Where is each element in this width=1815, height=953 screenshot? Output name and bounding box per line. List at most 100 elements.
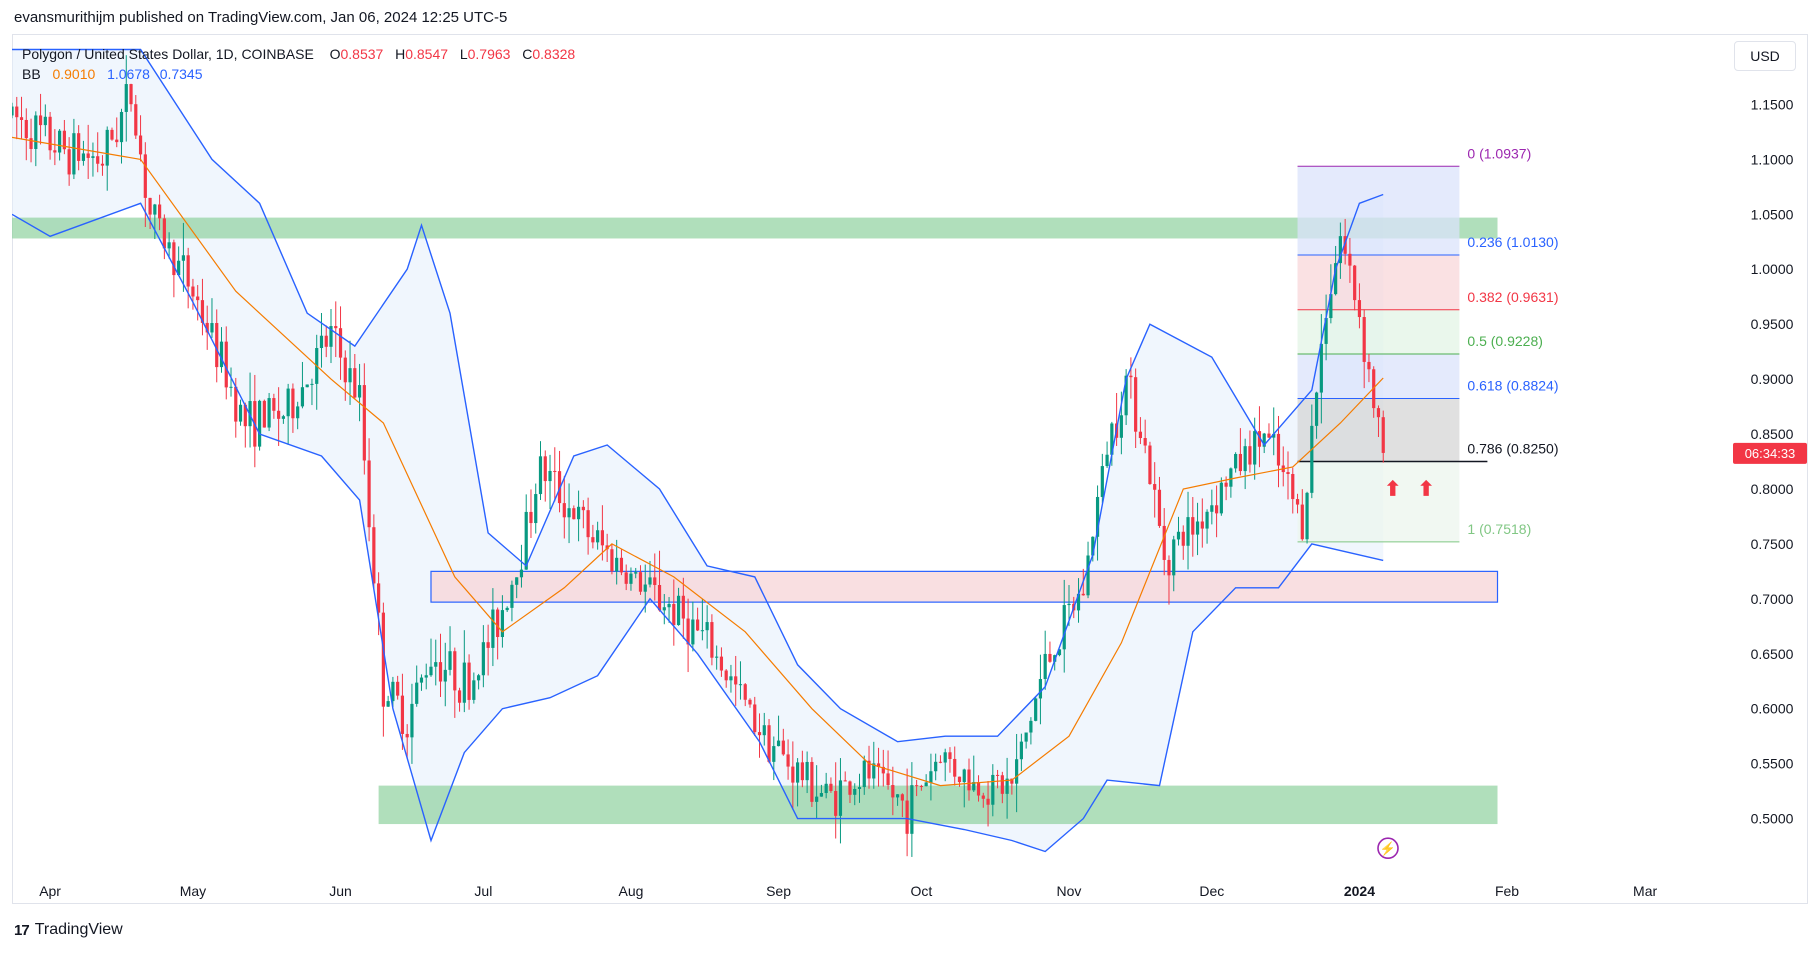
y-axis[interactable]: 0.5000 0.5500 0.6000 0.6500 0.7000 0.7500 0.80… (1733, 96, 1807, 827)
candle-body (272, 398, 276, 411)
x-tick-label: Sep (766, 883, 791, 899)
candle-body (681, 595, 685, 619)
candle-body (686, 618, 690, 645)
candle-body (196, 296, 200, 301)
candle-body (19, 117, 24, 120)
candle-body (591, 537, 595, 543)
candle-body (1095, 496, 1100, 537)
candle-body (957, 776, 962, 783)
candle-body (319, 335, 324, 349)
candle-body (1024, 732, 1028, 742)
candle-body (524, 511, 528, 570)
support-zone-3[interactable] (430, 570, 1499, 603)
legend-bb-row: BB 0.9010 1.0678 0.7345 (22, 64, 575, 84)
candle-body (553, 470, 557, 472)
candle-body (1005, 778, 1009, 794)
candle-body (1029, 720, 1033, 733)
candle-body (1138, 431, 1143, 439)
fib-label-0.786: 0.786 (0.8250) (1467, 441, 1558, 457)
candle-body (676, 595, 681, 626)
candle-body (1314, 392, 1319, 426)
candle-body (700, 630, 704, 632)
candle-body (1176, 531, 1181, 540)
x-axis[interactable]: Apr May Jun Jul Aug Sep Oct Nov Dec 2024 Feb Mar (39, 883, 1657, 899)
y-tick-label: 0.8000 (1751, 481, 1794, 497)
candle-body (1076, 593, 1081, 611)
candle-body (672, 603, 676, 626)
currency-button[interactable]: USD (1734, 41, 1796, 71)
candle-body (1062, 605, 1066, 650)
y-tick-label: 1.1000 (1751, 151, 1794, 167)
candle-body (415, 682, 419, 704)
candle-body (915, 785, 919, 787)
candle-body (167, 242, 171, 249)
fib-label-1: 1 (0.7518) (1467, 521, 1531, 537)
candle-body (638, 572, 643, 592)
x-tick-label: Mar (1633, 883, 1657, 899)
candle-body (1367, 361, 1371, 370)
candle-body (115, 139, 119, 143)
candle-body (1214, 505, 1219, 514)
legend-open-value: 0.8537 (340, 46, 384, 62)
event-circle-icon[interactable] (1377, 837, 1399, 860)
candle-body (972, 782, 976, 791)
candle-body (500, 610, 505, 638)
candle-body (767, 725, 771, 762)
candle-body (353, 368, 357, 398)
y-tick-label: 0.9500 (1751, 316, 1794, 332)
candle-body (143, 154, 147, 198)
candle-body (410, 703, 414, 738)
bollinger-basis-line[interactable] (12, 136, 1384, 787)
candle-body (424, 675, 428, 678)
candle-body (1219, 482, 1223, 514)
candle-body (634, 572, 638, 574)
candle-body (1324, 318, 1328, 344)
candle-body (1000, 775, 1004, 794)
candle-body (1253, 431, 1257, 465)
support-zone-1[interactable] (12, 217, 1498, 239)
chart-legend: Polygon / United States Dollar, 1D, COIN… (22, 44, 575, 84)
bollinger-band-fill (12, 49, 1384, 852)
candle-body (819, 793, 824, 797)
candle-body (191, 286, 195, 297)
candle-body (900, 794, 904, 801)
candle-body (843, 780, 847, 782)
candle-body (477, 675, 481, 681)
candle-body (1105, 454, 1109, 467)
event-marker[interactable]: ⚡ (1377, 837, 1399, 860)
candle-body (600, 530, 604, 546)
candle-body (1262, 433, 1266, 447)
candle-body (724, 670, 728, 681)
candle-body (1357, 300, 1362, 318)
candle-body (462, 662, 466, 703)
candle-body (1191, 517, 1195, 535)
candle-body (786, 754, 790, 767)
candle-body (829, 783, 833, 791)
candle-body (277, 410, 281, 419)
bollinger-lower-line[interactable] (12, 202, 1384, 853)
candle-body (967, 769, 971, 791)
candle-body (1067, 603, 1071, 606)
candle-body (1210, 505, 1214, 512)
support-zone-2[interactable] (378, 785, 1498, 825)
plot-area[interactable]: 0 (1.0937) 0.236 (1.0130) 0.382 (0.9631) 0.… (10, 48, 1558, 860)
candle-body (991, 774, 995, 805)
candle-body (748, 699, 752, 705)
candle-body (515, 577, 519, 585)
candle-body (48, 116, 52, 151)
candle-body (438, 662, 443, 682)
candle-body (1376, 408, 1381, 418)
candle-body (338, 328, 343, 358)
candle-body (1334, 263, 1338, 295)
up-arrow-icon[interactable]: ⬆ (1384, 478, 1401, 500)
candle-body (110, 129, 114, 140)
candle-body (1295, 499, 1300, 505)
candle-body (15, 106, 19, 118)
bollinger-upper-line[interactable] (12, 48, 1384, 743)
up-arrow-icon[interactable]: ⬆ (1418, 478, 1435, 500)
candle-body (938, 761, 943, 763)
fib-band-0.236 (1297, 254, 1460, 310)
candlesticks[interactable] (10, 55, 1385, 857)
candle-body (810, 761, 814, 802)
